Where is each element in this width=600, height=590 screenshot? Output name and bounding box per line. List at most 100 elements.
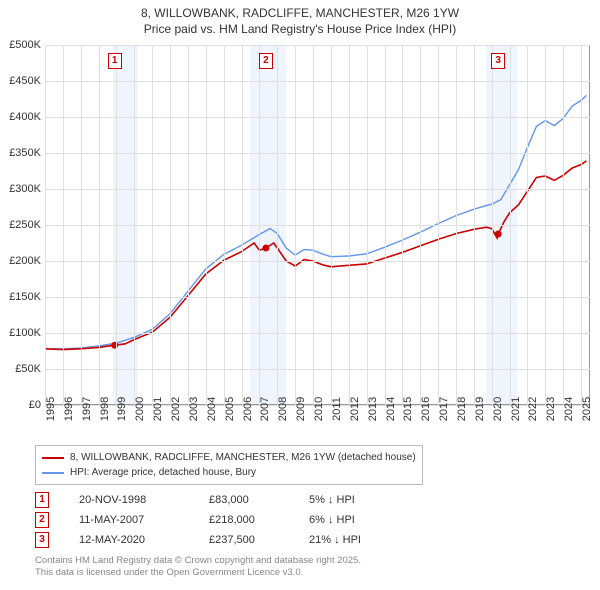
v-gridline bbox=[170, 45, 171, 405]
x-tick-label: 2007 bbox=[259, 397, 271, 421]
x-tick-label: 2010 bbox=[313, 397, 325, 421]
sale-row: 2 11-MAY-2007£218,0006% ↓ HPI bbox=[35, 510, 409, 530]
x-tick-label: 2019 bbox=[474, 397, 486, 421]
x-tick-label: 1999 bbox=[116, 397, 128, 421]
x-tick-label: 1996 bbox=[63, 397, 75, 421]
x-tick-label: 2023 bbox=[545, 397, 557, 421]
v-gridline bbox=[563, 45, 564, 405]
sales-table: 1 20-NOV-1998£83,0005% ↓ HPI 2 11-MAY-2007£… bbox=[35, 490, 409, 550]
x-tick-label: 2002 bbox=[170, 397, 182, 421]
x-tick-label: 2015 bbox=[402, 397, 414, 421]
x-tick-label: 2018 bbox=[456, 397, 468, 421]
chart-container: 8, WILLOWBANK, RADCLIFFE, MANCHESTER, M2… bbox=[0, 0, 600, 590]
sale-date: 20-NOV-1998 bbox=[79, 494, 209, 506]
v-gridline bbox=[545, 45, 546, 405]
sale-date: 12-MAY-2020 bbox=[79, 534, 209, 546]
h-gridline bbox=[45, 297, 590, 298]
v-gridline bbox=[402, 45, 403, 405]
x-tick-label: 2025 bbox=[581, 397, 593, 421]
v-gridline bbox=[99, 45, 100, 405]
x-tick-label: 2008 bbox=[277, 397, 289, 421]
v-gridline bbox=[295, 45, 296, 405]
sale-diff: 5% ↓ HPI bbox=[309, 494, 409, 506]
v-gridline bbox=[45, 45, 46, 405]
v-gridline bbox=[527, 45, 528, 405]
x-tick-label: 2004 bbox=[206, 397, 218, 421]
y-tick-label: £500K bbox=[9, 39, 41, 51]
v-gridline bbox=[277, 45, 278, 405]
y-tick-label: £400K bbox=[9, 111, 41, 123]
footer: Contains HM Land Registry data © Crown c… bbox=[35, 555, 361, 580]
sale-marker-dot bbox=[495, 231, 502, 238]
v-gridline bbox=[438, 45, 439, 405]
v-gridline bbox=[349, 45, 350, 405]
legend: 8, WILLOWBANK, RADCLIFFE, MANCHESTER, M2… bbox=[35, 445, 423, 485]
plot-area: £0£50K£100K£150K£200K£250K£300K£350K£400… bbox=[45, 45, 590, 405]
sale-row-marker: 1 bbox=[35, 492, 49, 508]
x-tick-label: 2006 bbox=[242, 397, 254, 421]
v-gridline bbox=[259, 45, 260, 405]
x-tick-label: 1995 bbox=[45, 397, 57, 421]
x-tick-label: 2001 bbox=[152, 397, 164, 421]
h-gridline bbox=[45, 117, 590, 118]
x-tick-label: 2024 bbox=[563, 397, 575, 421]
sale-marker-box: 3 bbox=[491, 53, 505, 69]
legend-item: 8, WILLOWBANK, RADCLIFFE, MANCHESTER, M2… bbox=[42, 450, 416, 465]
sale-row: 1 20-NOV-1998£83,0005% ↓ HPI bbox=[35, 490, 409, 510]
y-tick-label: £100K bbox=[9, 327, 41, 339]
title-line2: Price paid vs. HM Land Registry's House … bbox=[0, 22, 600, 38]
v-gridline bbox=[367, 45, 368, 405]
v-gridline bbox=[188, 45, 189, 405]
legend-item: HPI: Average price, detached house, Bury bbox=[42, 465, 416, 480]
x-tick-label: 1997 bbox=[81, 397, 93, 421]
sale-price: £83,000 bbox=[209, 494, 309, 506]
x-tick-label: 2014 bbox=[385, 397, 397, 421]
sale-date: 11-MAY-2007 bbox=[79, 514, 209, 526]
v-gridline bbox=[385, 45, 386, 405]
sale-row-marker: 2 bbox=[35, 512, 49, 528]
sale-marker-dot bbox=[262, 245, 269, 252]
sale-price: £218,000 bbox=[209, 514, 309, 526]
y-tick-label: £300K bbox=[9, 183, 41, 195]
title-line1: 8, WILLOWBANK, RADCLIFFE, MANCHESTER, M2… bbox=[0, 6, 600, 22]
h-gridline bbox=[45, 153, 590, 154]
x-tick-label: 2017 bbox=[438, 397, 450, 421]
x-tick-label: 2009 bbox=[295, 397, 307, 421]
legend-swatch bbox=[42, 472, 64, 474]
v-gridline bbox=[510, 45, 511, 405]
v-gridline bbox=[152, 45, 153, 405]
v-gridline bbox=[116, 45, 117, 405]
h-gridline bbox=[45, 45, 590, 46]
x-tick-label: 2005 bbox=[224, 397, 236, 421]
x-tick-label: 2012 bbox=[349, 397, 361, 421]
y-tick-label: £200K bbox=[9, 255, 41, 267]
sale-marker-box: 1 bbox=[108, 53, 122, 69]
v-gridline bbox=[242, 45, 243, 405]
h-gridline bbox=[45, 189, 590, 190]
sale-marker-box: 2 bbox=[259, 53, 273, 69]
v-gridline bbox=[420, 45, 421, 405]
sale-diff: 6% ↓ HPI bbox=[309, 514, 409, 526]
x-tick-label: 2016 bbox=[420, 397, 432, 421]
v-gridline bbox=[474, 45, 475, 405]
legend-label: HPI: Average price, detached house, Bury bbox=[70, 465, 256, 480]
hpi-line bbox=[45, 95, 586, 348]
x-tick-label: 2011 bbox=[331, 397, 343, 421]
y-tick-label: £250K bbox=[9, 219, 41, 231]
v-gridline bbox=[581, 45, 582, 405]
y-tick-label: £0 bbox=[29, 399, 41, 411]
footer-line2: This data is licensed under the Open Gov… bbox=[35, 567, 361, 579]
legend-label: 8, WILLOWBANK, RADCLIFFE, MANCHESTER, M2… bbox=[70, 450, 416, 465]
x-tick-label: 2022 bbox=[527, 397, 539, 421]
v-gridline bbox=[81, 45, 82, 405]
x-tick-label: 2000 bbox=[134, 397, 146, 421]
h-gridline bbox=[45, 81, 590, 82]
y-tick-label: £350K bbox=[9, 147, 41, 159]
v-gridline bbox=[63, 45, 64, 405]
y-tick-label: £50K bbox=[15, 363, 41, 375]
chart-title: 8, WILLOWBANK, RADCLIFFE, MANCHESTER, M2… bbox=[0, 0, 600, 37]
sale-diff: 21% ↓ HPI bbox=[309, 534, 409, 546]
legend-swatch bbox=[42, 457, 64, 459]
footer-line1: Contains HM Land Registry data © Crown c… bbox=[35, 555, 361, 567]
y-tick-label: £450K bbox=[9, 75, 41, 87]
